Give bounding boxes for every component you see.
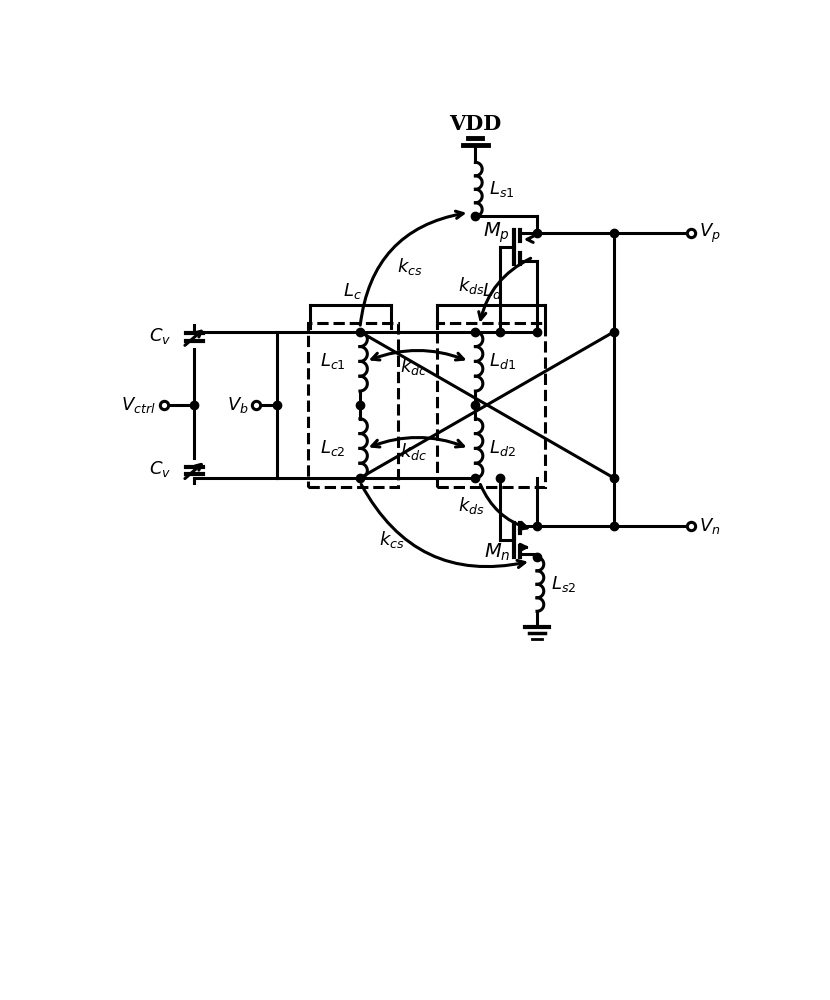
Text: $L_c$: $L_c$: [343, 281, 362, 301]
Text: $L_d$: $L_d$: [482, 281, 502, 301]
Bar: [308, 323, 398, 487]
Text: $V_{ctrl}$: $V_{ctrl}$: [121, 395, 156, 415]
Text: $V_p$: $V_p$: [699, 222, 720, 245]
Text: $k_{dc}$: $k_{dc}$: [400, 356, 427, 377]
Text: $k_{ds}$: $k_{ds}$: [458, 275, 486, 296]
Text: $L_{s1}$: $L_{s1}$: [490, 179, 515, 199]
Text: $V_n$: $V_n$: [699, 516, 720, 536]
Text: VDD: VDD: [449, 114, 501, 134]
Bar: [437, 323, 544, 487]
Text: $V_b$: $V_b$: [227, 395, 248, 415]
Text: $L_{d2}$: $L_{d2}$: [490, 438, 516, 458]
Text: $L_{s2}$: $L_{s2}$: [551, 574, 576, 594]
Text: $k_{cs}$: $k_{cs}$: [379, 529, 405, 550]
Text: $k_{ds}$: $k_{ds}$: [458, 494, 486, 516]
Text: $L_{c2}$: $L_{c2}$: [320, 438, 346, 458]
Text: $C_v$: $C_v$: [149, 459, 171, 479]
Text: $k_{cs}$: $k_{cs}$: [397, 256, 422, 277]
Text: $k_{dc}$: $k_{dc}$: [400, 441, 427, 462]
Text: $M_p$: $M_p$: [483, 220, 510, 245]
Text: $L_{d1}$: $L_{d1}$: [490, 351, 516, 371]
Text: $M_n$: $M_n$: [484, 542, 510, 563]
Text: $C_v$: $C_v$: [149, 326, 171, 346]
Text: $L_{c1}$: $L_{c1}$: [320, 351, 346, 371]
